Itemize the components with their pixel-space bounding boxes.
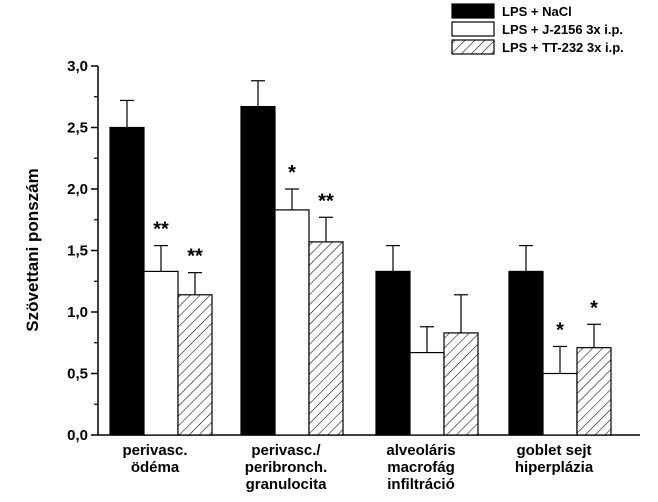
legend: LPS + NaCl LPS + J-2156 3x i.p. LPS + TT-2…: [451, 3, 624, 55]
significance-marker: **: [318, 190, 334, 212]
y-tick-label: 0,5: [67, 366, 88, 383]
bar: [109, 126, 145, 436]
x-category-label: ödéma: [131, 459, 180, 476]
significance-marker: **: [153, 219, 169, 241]
bar: [240, 105, 276, 436]
bar: [409, 351, 445, 436]
x-category-label: goblet sejt: [516, 442, 591, 459]
bar: [274, 209, 310, 436]
significance-marker: *: [288, 162, 296, 184]
bar: [542, 372, 578, 436]
plot-area: 0,00,51,01,52,02,53,0****perivasc.ödéma*…: [67, 58, 640, 493]
significance-marker: *: [590, 297, 598, 319]
bar: [443, 332, 479, 436]
x-category-label: macrofág: [387, 459, 455, 476]
bar: [308, 241, 344, 436]
bar: [375, 270, 411, 436]
x-category-label: infiltráció: [387, 476, 455, 493]
y-tick-label: 2,0: [67, 181, 88, 198]
y-tick-label: 1,5: [67, 243, 88, 260]
x-category-label: alveoláris: [386, 442, 455, 459]
bar: [508, 270, 544, 436]
legend-swatch: [451, 39, 495, 55]
legend-label: LPS + J-2156 3x i.p.: [502, 22, 623, 37]
y-tick-label: 3,0: [67, 58, 88, 75]
legend-swatch: [451, 3, 495, 19]
x-category-label: perivasc.: [122, 442, 187, 459]
bar: [177, 294, 213, 436]
significance-marker: **: [187, 246, 203, 268]
x-category-label: peribronch.: [245, 459, 328, 476]
x-category-label: granulocita: [246, 476, 328, 493]
x-category-label: hiperplázia: [515, 459, 594, 476]
x-category-label: perivasc./: [251, 442, 321, 459]
bar: [143, 270, 179, 436]
significance-marker: *: [556, 319, 564, 341]
legend-label: LPS + TT-232 3x i.p.: [502, 40, 624, 55]
legend-label: LPS + NaCl: [502, 4, 572, 19]
bar: [576, 347, 612, 436]
legend-swatch: [451, 21, 495, 37]
y-tick-label: 2,5: [67, 120, 88, 137]
y-tick-label: 0,0: [67, 427, 88, 444]
y-axis-label: Szövettani ponszám: [23, 168, 42, 331]
y-tick-label: 1,0: [67, 304, 88, 321]
